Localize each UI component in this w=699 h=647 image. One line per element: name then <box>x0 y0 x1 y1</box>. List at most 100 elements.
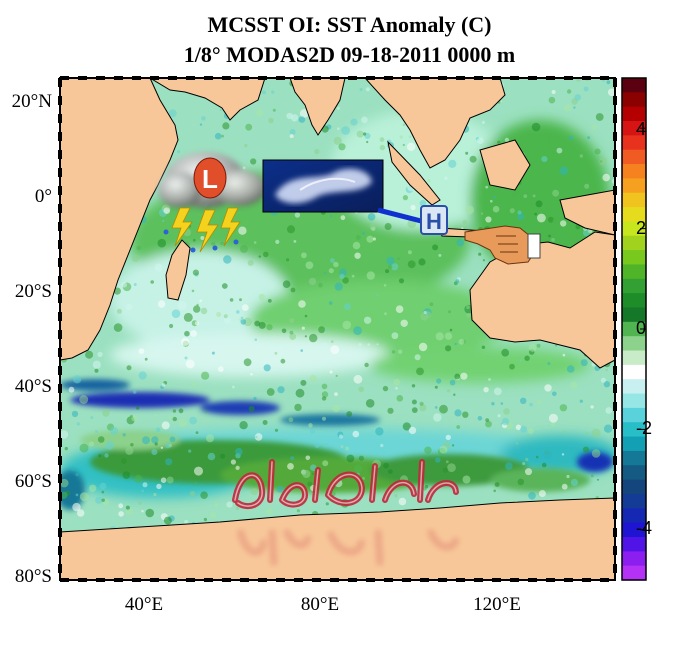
anomaly-speckle <box>552 391 557 397</box>
frame-dash <box>438 578 447 582</box>
anomaly-speckle <box>309 374 317 383</box>
anomaly-speckle <box>230 459 236 465</box>
anomaly-speckle <box>599 157 608 166</box>
anomaly-speckle <box>171 309 181 319</box>
high-pressure-letter: H <box>426 209 442 234</box>
anomaly-speckle <box>366 140 369 144</box>
anomaly-speckle <box>258 293 266 301</box>
anomaly-speckle <box>379 137 385 142</box>
anomaly-speckle <box>184 356 188 360</box>
pointing-hand-icon <box>464 225 541 265</box>
anomaly-speckle <box>339 434 343 439</box>
anomaly-speckle <box>494 482 500 487</box>
anomaly-speckle <box>375 427 384 436</box>
anomaly-speckle <box>168 109 177 118</box>
anomaly-speckle <box>330 340 334 343</box>
anomaly-speckle <box>358 343 362 347</box>
anomaly-speckle <box>330 258 335 263</box>
anomaly-speckle <box>64 446 69 451</box>
anomaly-speckle <box>192 381 197 387</box>
anomaly-speckle <box>501 348 510 357</box>
land-arabia-asia <box>149 78 266 121</box>
anomaly-speckle <box>293 240 297 243</box>
anomaly-speckle <box>191 289 195 293</box>
anomaly-speckle <box>77 509 85 517</box>
anomaly-speckle <box>151 449 158 456</box>
anomaly-speckle <box>423 310 427 315</box>
anomaly-speckle <box>591 449 601 458</box>
frame-dash <box>58 546 62 555</box>
frame-dash <box>58 222 62 231</box>
anomaly-speckle <box>605 368 608 372</box>
frame-dash <box>366 76 375 80</box>
anomaly-speckle <box>469 155 477 163</box>
frame-dash <box>456 76 465 80</box>
frame-dash <box>58 366 62 375</box>
anomaly-speckle <box>75 473 79 477</box>
frame-dash <box>132 578 141 582</box>
anomaly-speckle <box>142 482 148 488</box>
anomaly-speckle <box>102 409 110 417</box>
anomaly-speckle <box>501 417 510 426</box>
colorbar-step <box>622 264 646 280</box>
anomaly-speckle <box>365 399 375 408</box>
anomaly-speckle <box>505 462 513 470</box>
anomaly-speckle <box>308 277 317 286</box>
anomaly-speckle <box>485 418 490 422</box>
frame-dash <box>58 258 62 267</box>
anomaly-speckle <box>307 481 313 487</box>
frame-dash <box>58 132 62 141</box>
anomaly-speckle <box>216 312 222 317</box>
anomaly-speckle <box>465 205 474 215</box>
anomaly-speckle <box>141 489 145 493</box>
anomaly-speckle <box>531 122 541 132</box>
anomaly-speckle <box>340 445 344 448</box>
anomaly-speckle <box>242 166 246 170</box>
frame-dash <box>546 578 555 582</box>
anomaly-speckle <box>600 377 607 383</box>
storm-cloud-low-icon: L <box>158 152 266 253</box>
anomaly-speckle <box>122 471 131 480</box>
anomaly-speckle <box>177 300 187 310</box>
anomaly-speckle <box>391 350 396 354</box>
anomaly-speckle <box>537 213 546 223</box>
anomaly-speckle <box>109 426 119 436</box>
anomaly-speckle <box>161 421 170 430</box>
anomaly-speckle <box>247 259 254 266</box>
anomaly-speckle <box>552 151 555 155</box>
frame-dash <box>312 578 321 582</box>
anomaly-speckle <box>207 452 216 461</box>
anomaly-speckle <box>223 316 231 324</box>
anomaly-speckle <box>444 176 448 181</box>
anomaly-speckle <box>328 268 334 274</box>
anomaly-speckle <box>79 395 89 404</box>
lat-label-20s: 20°S <box>14 281 52 302</box>
anomaly-speckle <box>429 302 434 307</box>
anomaly-speckle <box>454 342 457 346</box>
anomaly-speckle <box>248 405 255 412</box>
anomaly-speckle <box>222 122 230 130</box>
anomaly-speckle <box>530 91 533 94</box>
anomaly-speckle <box>500 402 504 405</box>
frame-dash <box>613 564 617 573</box>
anomaly-speckle <box>323 442 329 448</box>
anomaly-speckle <box>509 363 515 370</box>
anomaly-speckle <box>552 189 559 197</box>
frame-dash <box>58 78 62 87</box>
anomaly-speckle <box>552 218 560 226</box>
anomaly-speckle <box>76 422 80 426</box>
frame-dash <box>60 76 69 80</box>
anomaly-speckle <box>99 482 107 490</box>
frame-dash <box>528 578 537 582</box>
anomaly-speckle <box>194 482 198 485</box>
colorbar-step <box>622 508 646 524</box>
anomaly-speckle <box>333 261 339 268</box>
anomaly-speckle <box>362 477 365 480</box>
anomaly-speckle <box>184 330 190 337</box>
colorbar-step <box>622 164 646 179</box>
anomaly-speckle <box>116 308 122 314</box>
anomaly-speckle <box>136 406 140 410</box>
anomaly-speckle <box>203 517 207 522</box>
colorbar-step <box>622 465 646 481</box>
anomaly-speckle <box>548 234 551 238</box>
